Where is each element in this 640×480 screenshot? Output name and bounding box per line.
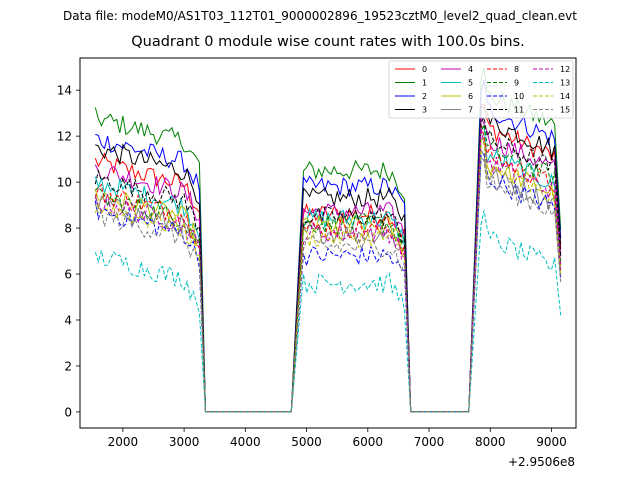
series-line-8 — [94, 123, 562, 413]
y-tick-label: 4 — [64, 313, 72, 327]
y-tick-label: 0 — [64, 405, 72, 419]
x-tick-label: 7000 — [414, 435, 445, 449]
series-line-15 — [94, 155, 562, 413]
legend-label: 5 — [468, 79, 473, 88]
series-line-3 — [95, 105, 562, 413]
legend-label: 4 — [468, 65, 473, 74]
legend-label: 8 — [514, 65, 519, 74]
legend-label: 7 — [468, 106, 473, 115]
y-tick-label: 12 — [57, 130, 72, 144]
y-tick-label: 14 — [57, 84, 72, 98]
legend-label: 13 — [560, 79, 570, 88]
series-line-6 — [94, 138, 562, 413]
series-line-11 — [94, 116, 562, 413]
legend-label: 12 — [560, 65, 570, 74]
x-axis: 2000 3000 4000 5000 6000 7000 8000 9000 — [108, 428, 567, 449]
y-tick-label: 6 — [64, 268, 72, 282]
y-tick-label: 2 — [64, 359, 72, 373]
series-lines — [94, 67, 562, 413]
x-tick-label: 3000 — [169, 435, 200, 449]
legend-label: 0 — [422, 65, 427, 74]
legend-label: 1 — [422, 79, 427, 88]
legend-label: 10 — [514, 92, 524, 101]
x-tick-label: 8000 — [475, 435, 506, 449]
legend-label: 3 — [422, 106, 427, 115]
y-tick-label: 10 — [57, 176, 72, 190]
series-line-14 — [94, 141, 562, 413]
legend-box — [388, 60, 574, 119]
plot-area — [80, 58, 576, 428]
legend-label: 15 — [560, 106, 570, 115]
axes-frame — [79, 57, 577, 429]
series-line-2 — [95, 79, 562, 413]
legend-label: 14 — [560, 92, 570, 101]
x-tick-label: 6000 — [353, 435, 384, 449]
legend-label: 11 — [514, 106, 524, 115]
series-line-13 — [94, 210, 562, 413]
series-line-12 — [94, 128, 562, 413]
figure-suptitle: Data file: modeM0/AS1T03_112T01_90000028… — [63, 9, 577, 23]
legend-label: 6 — [468, 92, 473, 101]
x-tick-label: 2000 — [108, 435, 139, 449]
x-tick-label: 4000 — [230, 435, 261, 449]
y-axis: 0 2 4 6 8 10 12 14 — [57, 84, 80, 419]
x-tick-label: 9000 — [536, 435, 567, 449]
legend-label: 9 — [514, 79, 519, 88]
legend-label: 2 — [422, 92, 427, 101]
x-tick-label: 5000 — [291, 435, 322, 449]
x-offset-text: +2.9506e8 — [508, 455, 575, 469]
series-line-10 — [94, 153, 562, 413]
y-tick-label: 8 — [64, 222, 72, 236]
chart-title: Quadrant 0 module wise count rates with … — [131, 34, 525, 50]
